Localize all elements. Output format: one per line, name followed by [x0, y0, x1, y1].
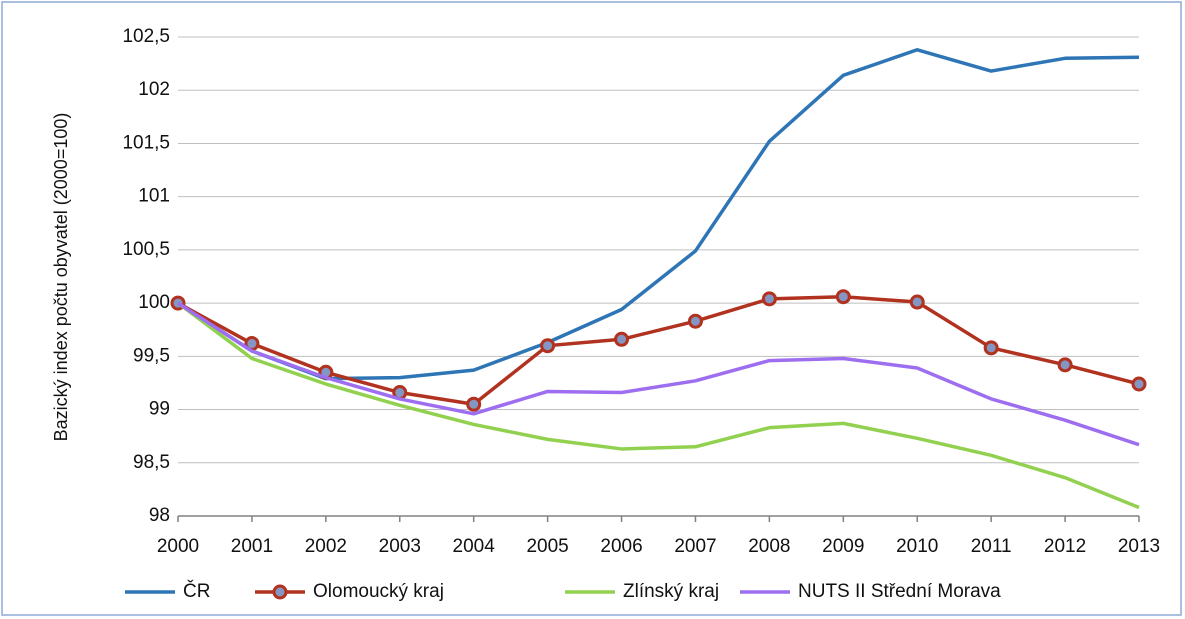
- x-tick-label: 2013: [1118, 536, 1160, 557]
- data-point: [1057, 357, 1073, 373]
- data-point: [909, 294, 925, 310]
- legend-label: ČR: [183, 580, 210, 602]
- y-tick-label: 98,5: [133, 452, 170, 473]
- y-tick-label: 98: [149, 505, 170, 526]
- data-point: [835, 289, 851, 305]
- data-point: [466, 396, 482, 412]
- legend-marker: [272, 584, 288, 600]
- x-tick-label: 2011: [971, 536, 1012, 557]
- x-tick-label: 2006: [600, 536, 642, 557]
- y-tick-label: 102: [138, 79, 170, 100]
- y-tick-label: 100: [138, 292, 170, 313]
- y-tick-label: 99: [149, 399, 170, 420]
- series-line: [177, 294, 1140, 406]
- x-tick-label: 2002: [305, 536, 347, 557]
- x-tick-label: 2001: [231, 536, 273, 557]
- series-line: [177, 48, 1140, 381]
- x-tick-label: 2009: [822, 536, 864, 557]
- x-tick-label: 2000: [157, 536, 199, 557]
- y-tick-label: 100,5: [122, 239, 170, 260]
- series-line: [176, 301, 1140, 510]
- data-point: [540, 338, 556, 354]
- x-tick-label: 2012: [1044, 536, 1086, 557]
- x-tick-label: 2010: [896, 536, 938, 557]
- x-tick-label: 2005: [526, 536, 568, 557]
- data-point: [687, 313, 703, 329]
- x-tick-label: 2004: [453, 536, 496, 557]
- x-tick-label: 2007: [674, 536, 716, 557]
- data-point: [761, 291, 777, 307]
- x-tick-label: 2003: [379, 536, 421, 557]
- x-tick-label: 2008: [748, 536, 790, 557]
- y-tick-label: 101,5: [122, 132, 170, 153]
- y-tick-label: 102,5: [122, 26, 170, 47]
- legend-label: Zlínský kraj: [623, 581, 719, 602]
- data-point: [1131, 376, 1147, 392]
- data-point: [614, 331, 630, 347]
- series-line: [177, 301, 1140, 447]
- legend-label: NUTS II Střední Morava: [798, 581, 1001, 602]
- y-tick-label: 101: [138, 186, 170, 207]
- y-axis-label: Bazický index počtu obyvatel (2000=100): [51, 113, 71, 442]
- legend-label: Olomoucký kraj: [313, 581, 444, 602]
- y-tick-label: 99,5: [133, 345, 170, 366]
- data-point: [983, 340, 999, 356]
